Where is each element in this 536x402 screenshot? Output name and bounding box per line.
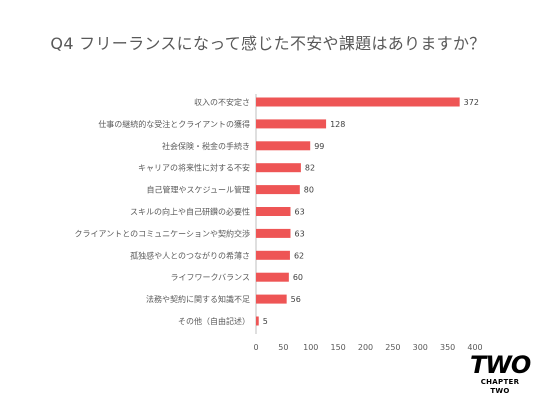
data-label-0: 372	[464, 98, 479, 107]
data-label-10: 5	[263, 317, 268, 326]
category-label-3: キャリアの将来性に対する不安	[138, 163, 250, 173]
bar-5	[256, 207, 291, 216]
data-labels: 372 128 99 82 80 63 63 62 60 56 5	[263, 98, 479, 326]
chart-title: Q4 フリーランスになって感じた不安や課題はありますか？	[50, 34, 486, 53]
data-label-6: 63	[294, 229, 304, 238]
bar-7	[256, 250, 290, 260]
bar-8	[256, 272, 289, 282]
logo-text: CHAPTER TWO	[480, 378, 520, 395]
x-tick-8: 400	[467, 343, 482, 352]
data-label-2: 99	[314, 142, 324, 151]
bar-6	[256, 228, 291, 238]
category-label-7: 孤独感や人とのつながりの希薄さ	[130, 250, 250, 260]
category-label-9: 法務や契約に関する知識不足	[146, 294, 250, 304]
bar-10	[256, 316, 259, 326]
bar-4	[256, 185, 300, 195]
category-label-6: クライアントとのコミュニケーションや契約交渉	[75, 228, 250, 238]
x-tick-2: 100	[303, 343, 318, 352]
data-label-7: 62	[294, 251, 304, 260]
category-label-0: 収入の不安定さ	[194, 97, 250, 107]
data-label-8: 60	[293, 273, 303, 282]
bar-9	[256, 294, 287, 304]
data-label-4: 80	[304, 186, 314, 195]
category-label-8: ライフワークバランス	[171, 273, 250, 282]
category-label-4: 自己管理やスケジュール管理	[147, 185, 250, 195]
category-label-10: その他（自由記述）	[178, 316, 250, 326]
chapter-two-logo: TWO CHAPTER TWO	[470, 351, 531, 396]
category-labels: 収入の不安定さ仕事の継続的な受注とクライアントの獲得社会保険・税金の手続きキャリ…	[75, 97, 250, 326]
category-label-1: 仕事の継続的な受注とクライアントの獲得	[98, 119, 250, 129]
data-label-1: 128	[330, 120, 345, 129]
x-tick-3: 150	[330, 343, 345, 352]
x-tick-0: 0	[253, 343, 258, 352]
x-tick-6: 300	[413, 343, 428, 352]
bar-2	[256, 141, 311, 151]
data-label-5: 63	[294, 208, 304, 217]
data-label-9: 56	[291, 295, 301, 304]
bar-3	[256, 163, 301, 173]
bar-1	[256, 119, 327, 129]
x-axis-ticks: 0 50 100 150 200 250 300 350 400	[253, 343, 482, 352]
x-tick-7: 350	[440, 343, 455, 352]
data-label-3: 82	[305, 164, 315, 173]
bars-layer	[256, 97, 460, 326]
category-label-5: スキルの向上や自己研鑽の必要性	[130, 207, 250, 217]
x-tick-5: 250	[385, 343, 400, 352]
x-tick-1: 50	[278, 343, 288, 352]
bar-0	[256, 97, 460, 107]
logo-mark: TWO	[470, 351, 531, 379]
x-tick-4: 200	[358, 343, 373, 352]
category-label-2: 社会保険・税金の手続き	[162, 141, 250, 151]
